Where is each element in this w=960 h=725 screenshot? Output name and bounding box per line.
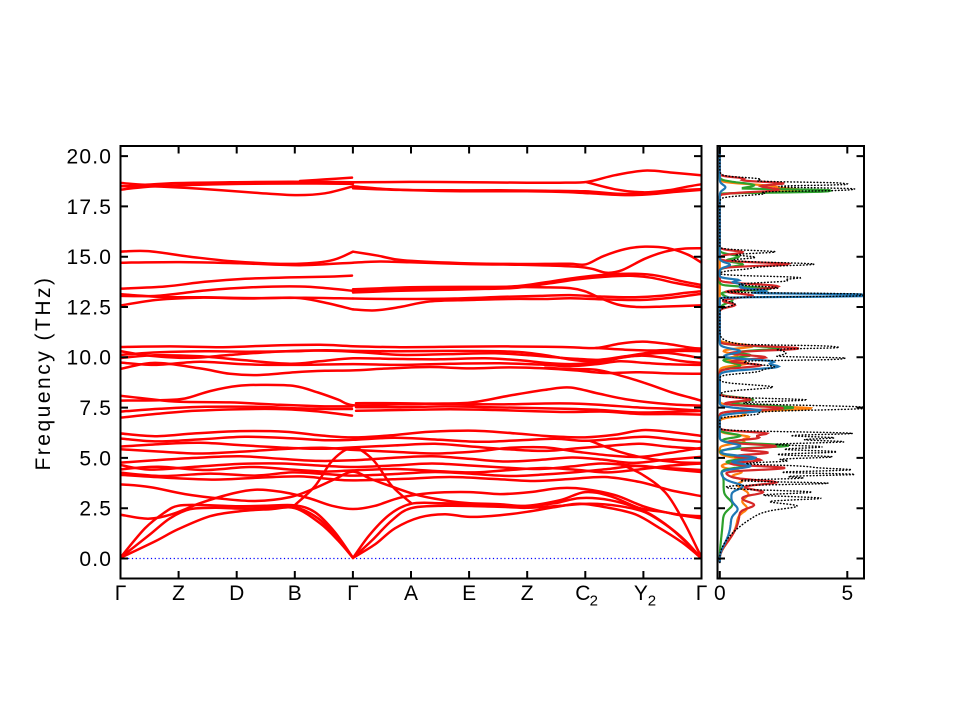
svg-text:Y: Y bbox=[634, 582, 648, 605]
svg-text:20.0: 20.0 bbox=[67, 146, 113, 169]
svg-text:2: 2 bbox=[648, 593, 656, 610]
svg-text:C: C bbox=[575, 582, 590, 605]
svg-text:5.0: 5.0 bbox=[79, 447, 112, 470]
svg-text:D: D bbox=[229, 582, 244, 605]
svg-text:Z: Z bbox=[172, 582, 185, 605]
svg-text:Frequency (THz): Frequency (THz) bbox=[32, 275, 55, 470]
svg-text:0: 0 bbox=[714, 582, 726, 605]
svg-text:Γ: Γ bbox=[347, 582, 359, 605]
svg-text:B: B bbox=[288, 582, 302, 605]
svg-text:12.5: 12.5 bbox=[67, 296, 113, 319]
svg-text:Z: Z bbox=[521, 582, 534, 605]
svg-text:5: 5 bbox=[841, 582, 853, 605]
svg-text:2.5: 2.5 bbox=[79, 498, 112, 521]
svg-text:10.0: 10.0 bbox=[67, 347, 113, 370]
svg-text:Γ: Γ bbox=[696, 582, 708, 605]
svg-text:A: A bbox=[404, 582, 418, 605]
svg-text:0.0: 0.0 bbox=[79, 548, 112, 571]
svg-text:E: E bbox=[462, 582, 476, 605]
svg-text:17.5: 17.5 bbox=[67, 196, 113, 219]
svg-text:15.0: 15.0 bbox=[67, 246, 113, 269]
svg-text:2: 2 bbox=[590, 593, 598, 610]
svg-text:Γ: Γ bbox=[115, 582, 127, 605]
svg-text:7.5: 7.5 bbox=[79, 397, 112, 420]
